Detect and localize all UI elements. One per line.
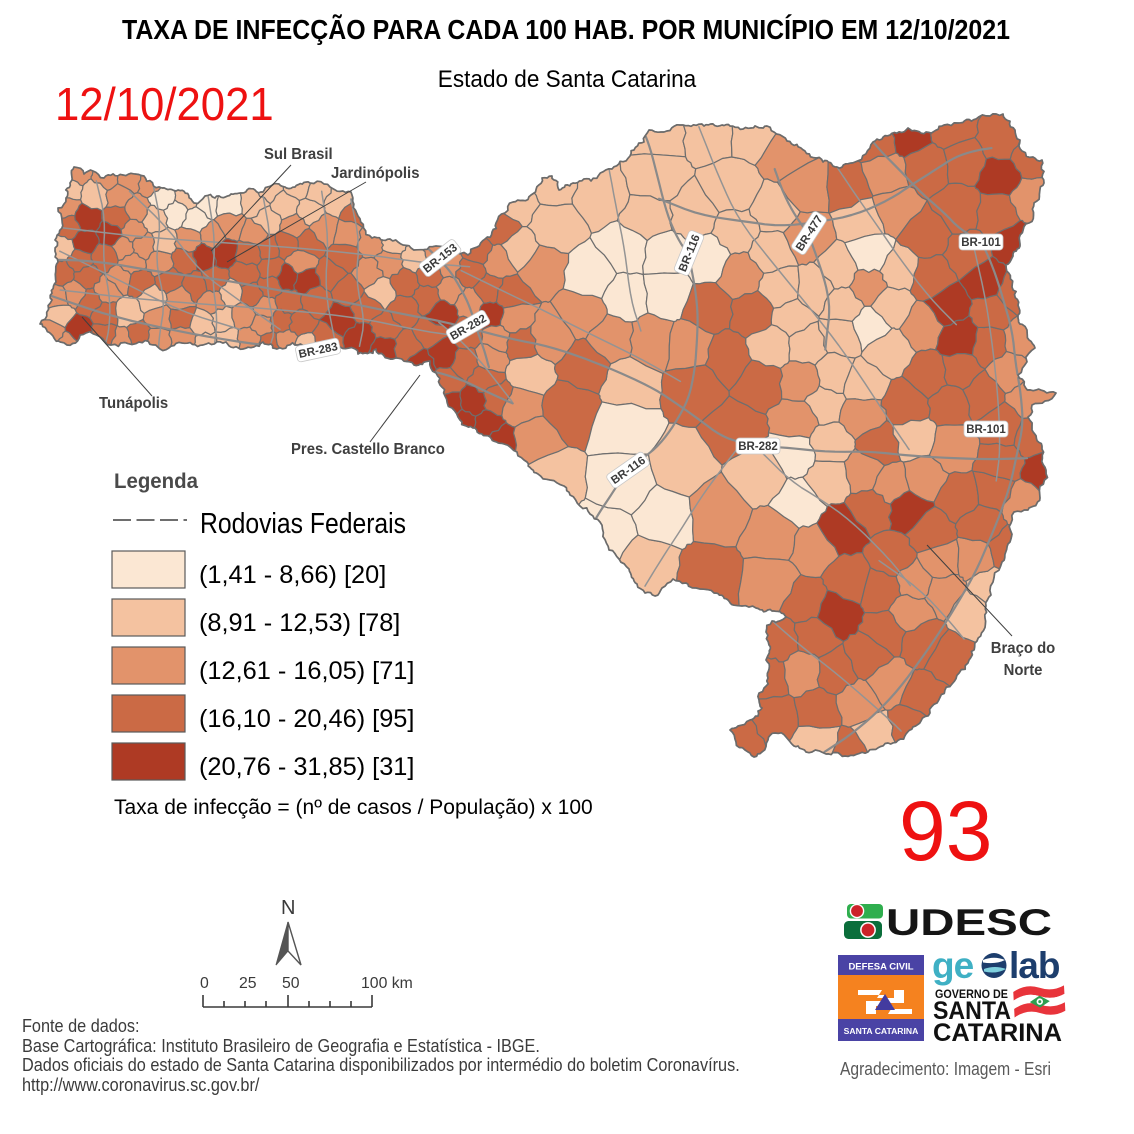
svg-text:UDESC: UDESC [886, 902, 1052, 943]
svg-text:CATARINA: CATARINA [933, 1019, 1062, 1047]
svg-text:DEFESA CIVIL: DEFESA CIVIL [848, 962, 913, 973]
svg-text:SANTA CATARINA: SANTA CATARINA [844, 1026, 919, 1036]
svg-text:lab: lab [1009, 945, 1060, 986]
svg-text:BR-282: BR-282 [738, 441, 778, 453]
svg-text:BR-101: BR-101 [961, 237, 1001, 249]
svg-text:SANTA: SANTA [933, 997, 1011, 1025]
svg-text:GOVERNO DE: GOVERNO DE [935, 987, 1008, 1001]
svg-text:BR-101: BR-101 [966, 424, 1006, 436]
svg-text:ge: ge [932, 945, 974, 986]
